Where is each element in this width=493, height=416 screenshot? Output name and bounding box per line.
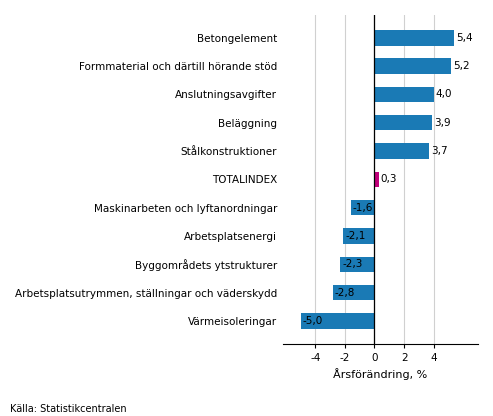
Bar (351, 200, 375, 215)
Text: Källa: Statistikcentralen: Källa: Statistikcentralen (10, 404, 127, 414)
Bar (375, 58, 452, 74)
Text: 5,4: 5,4 (456, 33, 473, 43)
Bar (301, 313, 375, 329)
Bar (375, 171, 379, 187)
Bar (375, 87, 434, 102)
Bar (333, 285, 375, 300)
Text: -2,8: -2,8 (335, 287, 355, 298)
Text: 0,3: 0,3 (381, 174, 397, 184)
X-axis label: Årsförändring, %: Årsförändring, % (333, 368, 427, 380)
Text: 3,9: 3,9 (434, 118, 451, 128)
Text: -2,3: -2,3 (342, 259, 363, 269)
Bar (375, 115, 432, 131)
Text: 3,7: 3,7 (431, 146, 448, 156)
Text: -1,6: -1,6 (352, 203, 373, 213)
Bar (341, 257, 375, 272)
Text: 4,0: 4,0 (435, 89, 452, 99)
Bar (375, 143, 429, 159)
Text: -2,1: -2,1 (345, 231, 366, 241)
Bar (344, 228, 375, 244)
Bar (375, 30, 455, 45)
Text: -5,0: -5,0 (302, 316, 322, 326)
Text: 5,2: 5,2 (453, 61, 470, 71)
